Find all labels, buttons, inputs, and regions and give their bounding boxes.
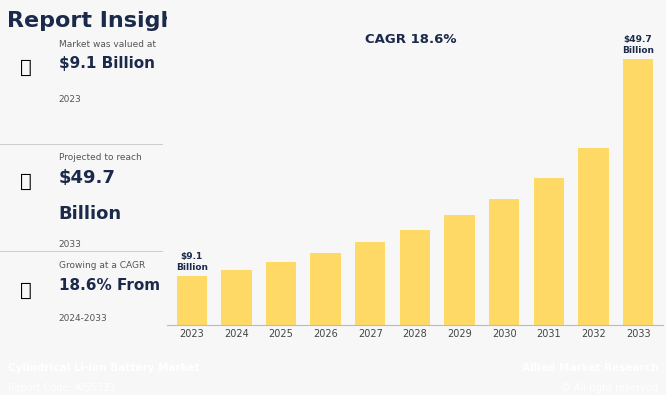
Text: Report Code: AI55333: Report Code: AI55333 bbox=[8, 383, 115, 393]
Bar bbox=[578, 149, 609, 325]
Bar bbox=[533, 178, 564, 325]
Text: Projected to reach: Projected to reach bbox=[59, 152, 141, 162]
Text: 2023: 2023 bbox=[59, 95, 81, 104]
Text: 18.6% From: 18.6% From bbox=[59, 278, 160, 293]
Bar bbox=[221, 270, 252, 325]
Bar bbox=[355, 242, 386, 325]
Text: 2033: 2033 bbox=[59, 240, 82, 249]
Bar bbox=[176, 276, 207, 325]
Bar bbox=[444, 215, 475, 325]
Bar bbox=[266, 262, 296, 325]
Text: 📈: 📈 bbox=[19, 280, 31, 300]
Text: 2024-2033: 2024-2033 bbox=[59, 314, 107, 323]
Text: $9.1
Billion: $9.1 Billion bbox=[176, 252, 208, 272]
Text: $49.7: $49.7 bbox=[59, 169, 116, 187]
Bar bbox=[310, 253, 341, 325]
Text: Report Insights: Report Insights bbox=[7, 11, 200, 30]
Text: CAGR 18.6%: CAGR 18.6% bbox=[366, 33, 457, 46]
Text: Growing at a CAGR: Growing at a CAGR bbox=[59, 261, 145, 270]
Text: Billion: Billion bbox=[59, 205, 122, 223]
Text: $49.7
Billion: $49.7 Billion bbox=[622, 35, 654, 55]
Text: © All right reserved: © All right reserved bbox=[561, 383, 658, 393]
Text: 💎: 💎 bbox=[19, 172, 31, 191]
Text: 🤲: 🤲 bbox=[19, 58, 31, 77]
Text: Market was valued at: Market was valued at bbox=[59, 40, 156, 49]
Bar bbox=[400, 230, 430, 325]
Bar bbox=[489, 199, 519, 325]
Text: Cylindrical Li-ion Battery Market: Cylindrical Li-ion Battery Market bbox=[8, 363, 200, 373]
Bar bbox=[623, 59, 653, 325]
Text: $9.1 Billion: $9.1 Billion bbox=[59, 56, 155, 71]
Text: Allied Market Research: Allied Market Research bbox=[521, 363, 658, 373]
